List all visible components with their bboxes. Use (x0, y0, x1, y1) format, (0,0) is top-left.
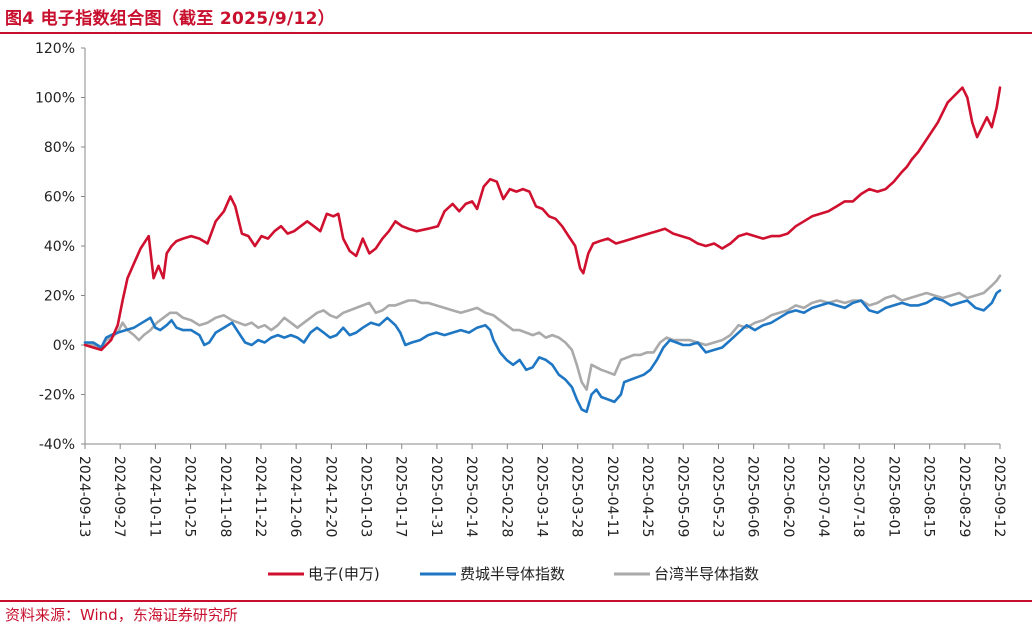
x-tick-label: 2025-05-09 (674, 456, 690, 537)
x-tick-label: 2025-06-20 (780, 456, 796, 537)
x-tick-label: 2025-06-06 (745, 456, 761, 537)
x-tick-label: 2024-10-11 (146, 456, 162, 537)
title-rule (0, 32, 1032, 34)
series-line-1 (83, 289, 1002, 414)
x-tick-label: 2025-01-17 (393, 456, 409, 537)
y-tick-label: 40% (44, 239, 75, 255)
chart-svg: 120% 100% 80% 60% 40% 20% 0% -20% -40% 2024-09-1… (35, 41, 1007, 583)
x-tick-label: 2025-08-29 (956, 456, 972, 537)
x-tick-label: 2024-10-25 (182, 456, 198, 537)
legend-label: 费城半导体指数 (460, 565, 565, 583)
x-tick-label: 2024-12-06 (287, 456, 303, 537)
y-tick-label: -20% (39, 388, 75, 404)
y-tick-label: 120% (35, 41, 75, 57)
legend: 电子(申万) 费城半导体指数 台湾半导体指数 (268, 565, 759, 583)
x-tick-label: 2024-09-27 (111, 456, 127, 537)
x-tick-label: 2024-11-22 (252, 456, 268, 537)
x-tick-label: 2025-02-14 (463, 456, 479, 537)
series-line-2 (83, 274, 1002, 391)
x-tick-label: 2025-01-31 (428, 456, 444, 537)
y-tick-label: 20% (44, 289, 75, 305)
legend-label: 电子(申万) (308, 565, 380, 583)
x-tick-label: 2025-01-03 (358, 456, 374, 537)
y-axis: 120% 100% 80% 60% 40% 20% 0% -20% -40% (35, 41, 86, 453)
y-tick-label: 60% (44, 190, 75, 206)
source-rule (0, 600, 1032, 602)
x-tick-label: 2025-03-14 (534, 456, 550, 537)
source-note: 资料来源：Wind，东海证券研究所 (5, 606, 238, 624)
legend-label: 台湾半导体指数 (654, 565, 759, 583)
x-tick-label: 2025-04-25 (639, 456, 655, 537)
x-tick-label: 2025-03-28 (569, 456, 585, 537)
x-axis: 2024-09-13 2024-09-27 2024-10-11 2024-10-25… (76, 443, 1007, 537)
x-tick-label: 2024-09-13 (76, 456, 92, 537)
y-tick-label: -40% (39, 437, 75, 453)
x-tick-label: 2025-08-01 (885, 456, 901, 537)
x-tick-label: 2025-05-23 (709, 456, 725, 537)
x-tick-label: 2025-04-11 (604, 456, 620, 537)
x-tick-label: 2025-09-12 (991, 456, 1007, 537)
x-tick-label: 2025-08-15 (921, 456, 937, 537)
series-lines (83, 86, 1002, 414)
x-tick-label: 2024-12-20 (322, 456, 338, 537)
y-tick-label: 80% (44, 140, 75, 156)
x-tick-label: 2025-02-28 (498, 456, 514, 537)
x-tick-label: 2025-07-18 (850, 456, 866, 537)
x-tick-label: 2024-11-08 (217, 456, 233, 537)
x-tick-label: 2025-07-04 (815, 456, 831, 537)
series-line-0 (83, 86, 1002, 352)
chart-title: 图4 电子指数组合图（截至 2025/9/12） (5, 9, 336, 29)
y-tick-label: 0% (53, 338, 75, 354)
y-tick-label: 100% (35, 91, 75, 107)
